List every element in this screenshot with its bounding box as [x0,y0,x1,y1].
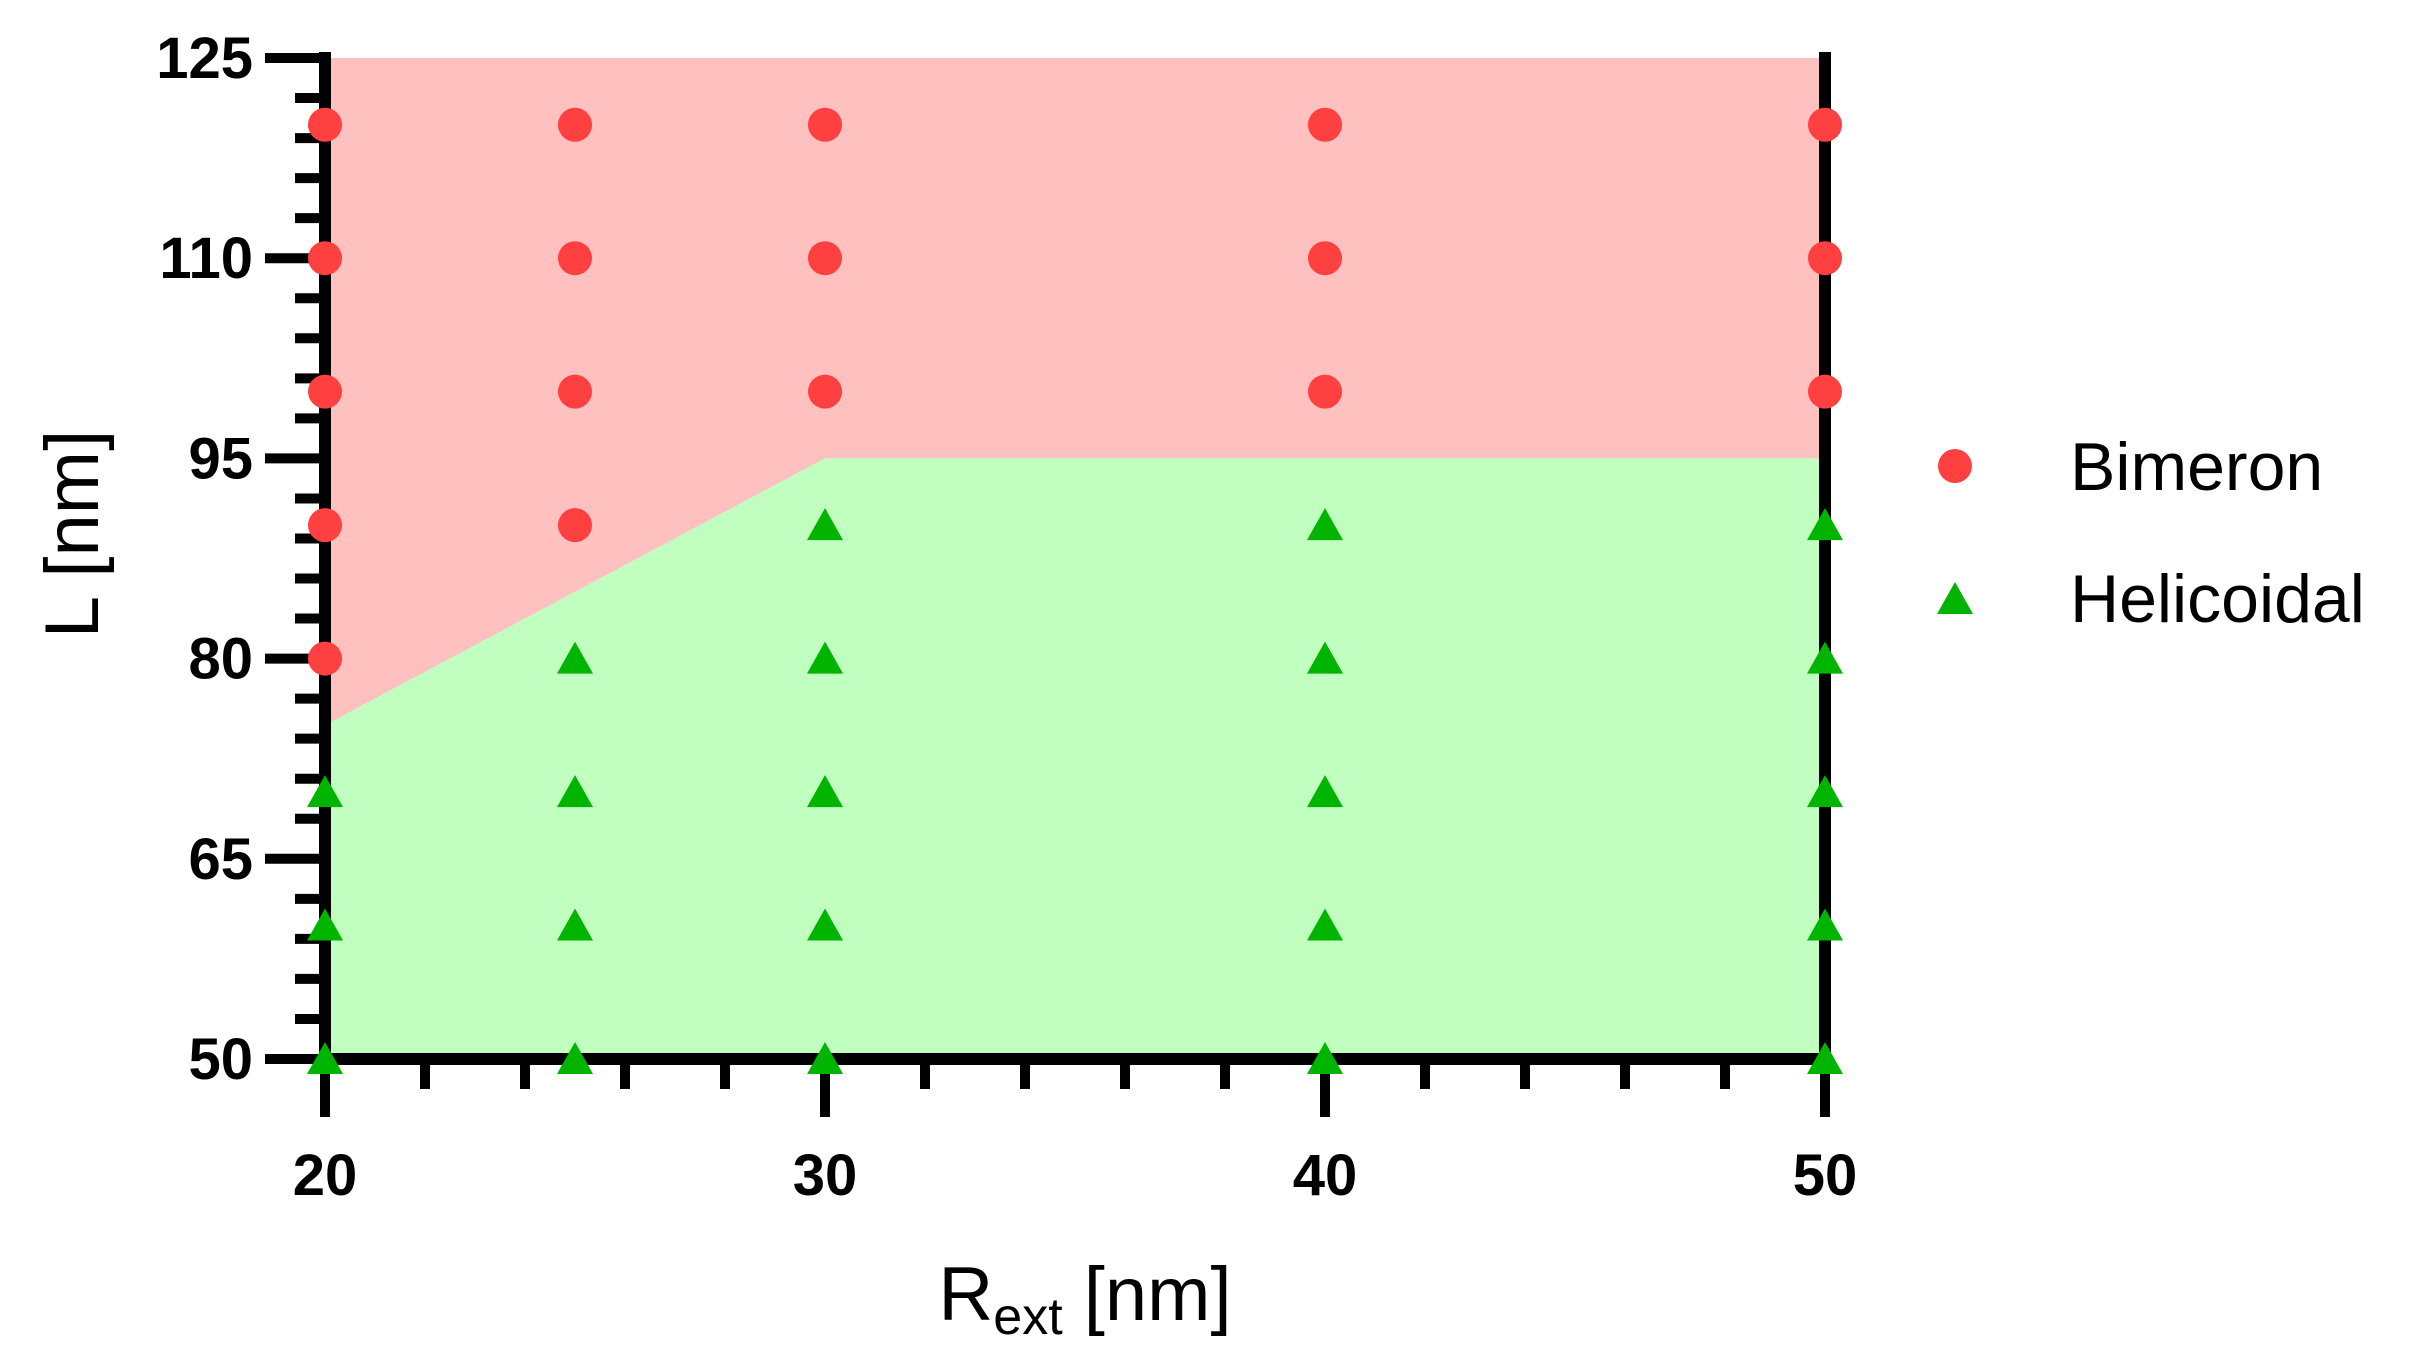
y-tick-label: 80 [188,627,253,692]
helicoidal-point [807,775,843,808]
helicoidal-region [325,458,1825,1059]
x-tick-label: 40 [1293,1143,1358,1208]
helicoidal-point [1807,641,1843,674]
legend-bimeron-label: Bimeron [2070,429,2323,505]
bimeron-point [558,107,592,142]
y-axis-title: L [nm] [30,430,115,638]
x-axis-title: Rext [nm] [938,1252,1231,1346]
bimeron-point [558,374,592,409]
bimeron-point [308,374,342,409]
y-tick-label: 95 [188,426,253,491]
helicoidal-point [1307,908,1343,941]
data-points [307,107,1843,1074]
bimeron-point [1308,241,1342,276]
bimeron-point [308,508,342,543]
helicoidal-point [807,641,843,674]
bimeron-point [308,107,342,142]
bimeron-point [808,374,842,409]
axis-tick-labels: 50 65 80 95 110 125 20 30 40 50 [156,26,1857,1208]
helicoidal-point [307,908,343,941]
y-tick-label: 110 [159,226,253,291]
helicoidal-point [557,908,593,941]
helicoidal-point [807,1042,843,1074]
bimeron-point [558,241,592,276]
helicoidal-point [1807,508,1843,541]
bimeron-point [808,241,842,276]
helicoidal-point [1807,908,1843,941]
helicoidal-point [557,775,593,808]
legend-bimeron-marker [1938,449,1972,483]
bimeron-point [308,641,342,676]
helicoidal-point [1807,1042,1843,1074]
helicoidal-point [307,1042,343,1074]
bimeron-region [325,58,1825,726]
y-tick-label: 50 [188,1027,253,1092]
bimeron-point [1308,374,1342,409]
x-axis-title-unit: [nm] [1063,1252,1232,1337]
bimeron-point [308,241,342,276]
helicoidal-point [557,641,593,674]
y-tick-label: 125 [156,26,253,91]
legend: Bimeron Helicoidal [1937,429,2365,637]
helicoidal-point [1807,775,1843,808]
axis-ticks [265,53,1830,1117]
x-axis-title-main: R [938,1252,993,1337]
bimeron-point [1808,241,1842,276]
x-tick-label: 50 [1793,1143,1858,1208]
bimeron-point [1808,374,1842,409]
x-tick-label: 30 [793,1143,858,1208]
helicoidal-point [1307,775,1343,808]
bimeron-point [1308,107,1342,142]
bimeron-point [1808,107,1842,142]
x-axis-title-subscript: ext [993,1288,1063,1346]
x-tick-label: 20 [293,1143,358,1208]
helicoidal-point [807,508,843,541]
helicoidal-point [807,908,843,941]
helicoidal-point [307,775,343,808]
helicoidal-point [557,1042,593,1074]
phase-regions [325,58,1825,1059]
y-tick-label: 65 [188,827,253,892]
helicoidal-point [1307,641,1343,674]
legend-helicoidal-label: Helicoidal [2070,561,2365,637]
helicoidal-point [1307,508,1343,541]
legend-helicoidal-marker [1937,582,1973,614]
bimeron-point [558,508,592,543]
bimeron-point [808,107,842,142]
helicoidal-point [1307,1042,1343,1074]
